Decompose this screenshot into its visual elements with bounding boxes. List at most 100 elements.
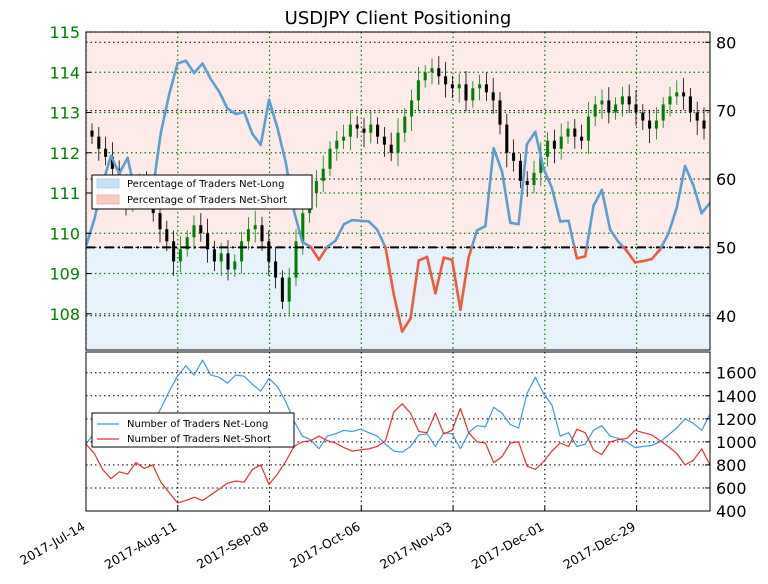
candle-body (668, 96, 672, 105)
net-long-segment (109, 154, 121, 175)
shade-net-short (98, 32, 108, 248)
net-short-segment (392, 293, 404, 333)
shade-net-long (231, 247, 241, 350)
shade-net-long (90, 247, 99, 350)
percent-tick-label: 50 (716, 238, 736, 257)
net-long-segment (484, 146, 495, 228)
candle-body (464, 84, 468, 101)
net-long-segment (567, 219, 576, 249)
candle-body (253, 225, 257, 230)
net-short-segment (450, 258, 462, 311)
candle-body (593, 104, 597, 117)
shade-net-short (239, 32, 249, 248)
shade-net-long (206, 247, 216, 350)
candle-body (185, 237, 189, 250)
legend-label-net-short: Percentage of Traders Net-Short (127, 195, 287, 206)
price-tick-label: 113 (49, 104, 80, 123)
net-long-segment (500, 170, 512, 225)
candle-body (110, 156, 114, 169)
shade-net-short (165, 32, 174, 248)
shade-net-long (572, 247, 582, 350)
net-short-segment (467, 246, 474, 259)
shade-net-short (597, 32, 607, 248)
percent-tick-label: 70 (716, 102, 736, 121)
shade-net-long (381, 247, 390, 350)
shade-net-long (331, 247, 341, 350)
shade-net-long (323, 247, 332, 350)
candle-body (620, 96, 624, 105)
legend-swatch-net-short (96, 194, 120, 205)
price-tick-label: 114 (49, 63, 80, 82)
shade-net-short (190, 32, 199, 248)
shade-net-short (364, 32, 374, 248)
net-long-segment (209, 77, 221, 93)
net-long-segment (201, 62, 213, 81)
shade-net-long (614, 247, 623, 350)
candle-body (97, 136, 101, 149)
candle-body (695, 112, 699, 121)
candle-body (199, 225, 203, 234)
net-short-segment (317, 246, 329, 262)
shade-net-long (689, 247, 698, 350)
net-long-segment (550, 186, 562, 223)
shade-net-long (655, 247, 665, 350)
net-long-segment (700, 201, 710, 215)
shade-net-long (273, 247, 282, 350)
candle-body (158, 213, 162, 230)
shade-net-long (514, 247, 524, 350)
shade-net-long (597, 247, 607, 350)
shade-net-long (106, 247, 116, 350)
net-long-segment (117, 156, 129, 175)
traders-tick-label: 1000 (716, 433, 757, 452)
net-long-segment (86, 218, 96, 248)
shade-net-long (639, 247, 648, 350)
shade-net-short (506, 32, 515, 248)
shade-net-long (705, 247, 710, 350)
shade-net-short (489, 32, 499, 248)
traders-tick-label: 400 (716, 502, 747, 521)
candle-body (178, 249, 182, 262)
net-long-segment (683, 164, 695, 187)
price-tick-label: 112 (49, 144, 80, 163)
shade-net-short (140, 32, 149, 248)
candle-body (226, 253, 230, 270)
shade-net-long (647, 247, 657, 350)
legend-label-traders-short: Number of Traders Net-Short (127, 434, 271, 445)
net-long-segment (184, 59, 196, 75)
net-long-segment (592, 188, 604, 208)
net-short-segment (417, 255, 429, 262)
candle-body (634, 104, 638, 113)
shade-net-long (672, 247, 682, 350)
date-tick-label: 2017-Dec-01 (469, 519, 547, 572)
shade-net-short (439, 32, 449, 248)
net-short-segment (442, 256, 454, 262)
candle-body (546, 140, 550, 157)
candle-body (607, 100, 611, 113)
shade-net-short (198, 32, 207, 248)
shade-net-long (181, 247, 191, 350)
percent-tick-label: 80 (716, 33, 736, 52)
candle-body (648, 120, 652, 129)
candle-body (457, 84, 461, 89)
price-tick-label: 108 (49, 305, 80, 324)
shade-net-short (464, 32, 474, 248)
shade-net-long (281, 247, 291, 350)
shade-net-long (148, 247, 158, 350)
traders-net-long-line (86, 359, 710, 453)
candle-body (362, 128, 366, 133)
shade-net-long (406, 247, 415, 350)
net-long-segment (675, 164, 687, 210)
candle-body (389, 144, 393, 153)
net-long-segment (667, 206, 679, 236)
net-long-segment (217, 90, 229, 110)
shade-net-short (348, 32, 357, 248)
shade-net-short (223, 32, 232, 248)
shade-net-short (481, 32, 490, 248)
candle-body (301, 213, 305, 242)
net-short-segment (650, 248, 662, 261)
net-long-segment (251, 132, 263, 147)
date-tick-label: 2017-Nov-03 (377, 519, 454, 572)
shade-net-short (472, 32, 482, 248)
shade-net-long (506, 247, 515, 350)
net-long-segment (517, 142, 529, 226)
